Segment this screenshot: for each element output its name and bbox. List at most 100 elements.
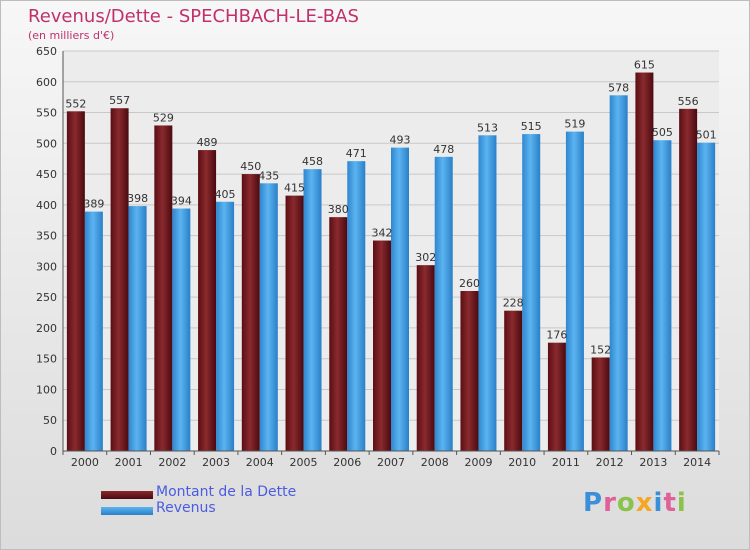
bar-debt-2003 [198, 150, 217, 452]
y-tick-label: 50 [43, 414, 57, 427]
y-tick-label: 600 [36, 76, 57, 89]
x-tick-label-2003: 2003 [202, 456, 230, 469]
x-tick-label-2005: 2005 [290, 456, 318, 469]
bar-revenus-2004 [259, 183, 278, 452]
data-label-debt-2009: 260 [459, 277, 480, 290]
bar-revenus-2005 [303, 169, 322, 451]
data-label-revenus-2013: 505 [652, 126, 673, 139]
x-tick-label-2002: 2002 [158, 456, 186, 469]
x-tick-label-2004: 2004 [246, 456, 274, 469]
x-tick-label-2014: 2014 [683, 456, 711, 469]
bar-revenus-2007 [391, 147, 409, 451]
data-label-revenus-2014: 501 [696, 129, 717, 142]
data-label-revenus-2009: 513 [477, 121, 498, 134]
logo-letter: i [676, 488, 687, 518]
bar-debt-2012 [591, 357, 610, 451]
logo-letter: i [653, 488, 664, 518]
data-label-revenus-2000: 389 [83, 198, 104, 211]
bar-debt-2007 [373, 240, 391, 451]
bars-layer [66, 72, 716, 452]
data-label-debt-2000: 552 [65, 97, 86, 110]
data-label-debt-2010: 228 [503, 297, 524, 310]
y-tick-label: 400 [36, 199, 57, 212]
bar-debt-2009 [460, 291, 479, 451]
bar-revenus-2002 [172, 208, 191, 451]
y-tick-label: 250 [36, 291, 57, 304]
bar-revenus-2012 [609, 95, 628, 452]
bar-revenus-2001 [128, 206, 147, 451]
bar-revenus-2011 [565, 131, 584, 451]
axis-layer: 0 50 100 150 200 250 300 350 400 450 500 550 600 650 2… [36, 45, 720, 469]
bar-debt-2000 [66, 111, 85, 452]
legend-label-debt: Montant de la Dette [156, 484, 297, 500]
data-label-debt-2003: 489 [197, 136, 218, 149]
bar-debt-2001 [110, 108, 129, 451]
x-tick-label-2000: 2000 [71, 456, 99, 469]
y-tick-label: 450 [36, 168, 57, 181]
data-label-debt-2005: 415 [284, 182, 305, 195]
data-label-debt-2007: 342 [372, 227, 393, 240]
x-tick-label-2001: 2001 [115, 456, 143, 469]
data-label-debt-2014: 556 [678, 95, 699, 108]
y-tick-label: 150 [36, 353, 57, 366]
data-label-debt-2001: 557 [109, 94, 130, 107]
legend-swatch-revenus [101, 507, 153, 515]
data-label-debt-2013: 615 [634, 59, 655, 72]
data-label-revenus-2003: 405 [215, 188, 236, 201]
x-tick-label-2007: 2007 [377, 456, 405, 469]
bar-debt-2013 [635, 72, 654, 452]
chart-subtitle: (en milliers d'€) [28, 29, 115, 42]
bar-revenus-2006 [347, 161, 366, 451]
logo-letter: P [583, 488, 604, 518]
proxiti-logo: Proxiti [583, 488, 687, 518]
logo-letter: t [663, 488, 677, 518]
x-tick-label-2006: 2006 [333, 456, 361, 469]
bar-debt-2005 [285, 195, 304, 451]
y-tick-label: 500 [36, 137, 57, 150]
logo-letter: x [635, 488, 654, 518]
logo-letter: o [616, 488, 636, 518]
y-tick-label: 650 [36, 45, 57, 58]
y-tick-label: 200 [36, 322, 57, 335]
x-tick-label-2010: 2010 [508, 456, 536, 469]
data-label-revenus-2004: 435 [258, 169, 279, 182]
data-label-revenus-2010: 515 [521, 120, 542, 133]
data-label-revenus-2011: 519 [564, 118, 585, 131]
bar-debt-2006 [329, 217, 348, 451]
x-tick-label-2011: 2011 [552, 456, 580, 469]
y-tick-label: 0 [50, 445, 57, 458]
bar-revenus-2008 [434, 156, 453, 451]
chart-title: Revenus/Dette - SPECHBACH-LE-BAS [28, 6, 359, 27]
y-tick-label: 100 [36, 383, 57, 396]
data-label-revenus-2007: 493 [390, 134, 411, 147]
legend-label-revenus: Revenus [156, 500, 216, 516]
legend-swatch-debt [101, 491, 153, 499]
y-tick-label: 350 [36, 230, 57, 243]
data-label-revenus-2012: 578 [608, 81, 629, 94]
bar-debt-2004 [241, 174, 260, 452]
bar-debt-2008 [416, 265, 435, 451]
bar-debt-2011 [547, 342, 566, 451]
x-tick-label-2009: 2009 [464, 456, 492, 469]
data-label-revenus-2008: 478 [433, 143, 454, 156]
logo-letter: r [603, 488, 617, 518]
y-tick-label: 550 [36, 107, 57, 120]
x-tick-label-2008: 2008 [421, 456, 449, 469]
bar-revenus-2013 [653, 140, 672, 451]
data-label-debt-2012: 152 [590, 343, 611, 356]
data-label-revenus-2002: 394 [171, 195, 192, 208]
data-label-debt-2002: 529 [153, 111, 174, 124]
data-label-revenus-2001: 398 [127, 192, 148, 205]
bar-debt-2014 [679, 108, 698, 451]
bar-revenus-2003 [216, 201, 235, 451]
bar-debt-2002 [154, 125, 173, 451]
data-label-debt-2008: 302 [415, 251, 436, 264]
y-tick-label: 300 [36, 260, 57, 273]
bar-revenus-2010 [522, 134, 541, 452]
x-tick-label-2013: 2013 [639, 456, 667, 469]
data-label-revenus-2005: 458 [302, 155, 323, 168]
data-label-debt-2006: 380 [328, 203, 349, 216]
data-label-debt-2011: 176 [546, 329, 567, 342]
